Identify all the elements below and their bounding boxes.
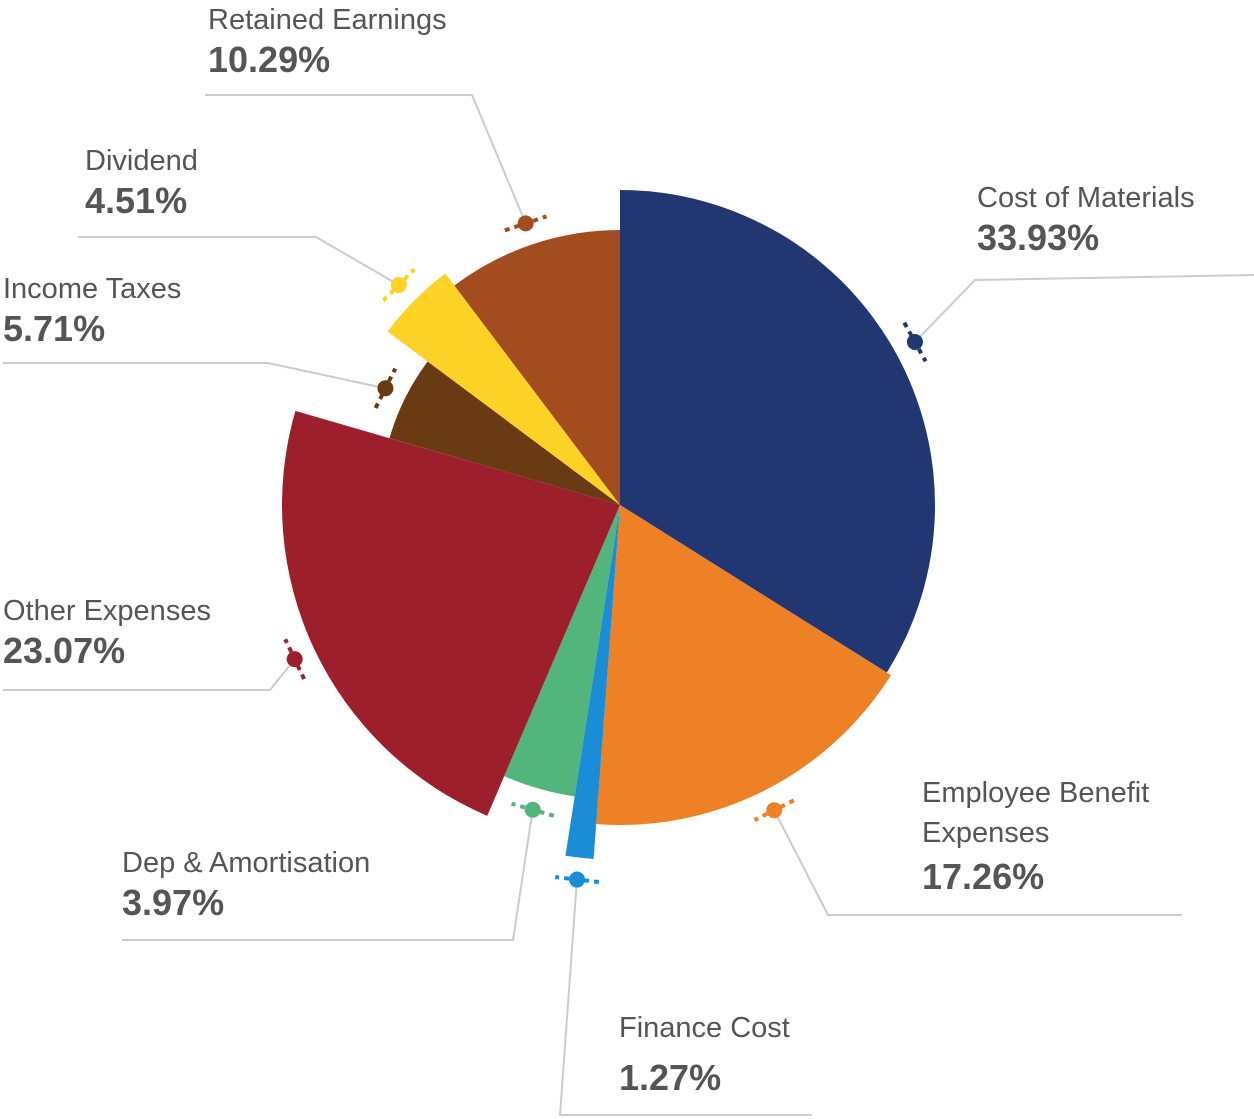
slice-name: Other Expenses xyxy=(3,595,211,627)
slice-label: Dividend 4.51% xyxy=(85,141,355,221)
slice-label: Finance Cost 1.27% xyxy=(619,1008,889,1098)
slice-name: Finance Cost xyxy=(619,1012,790,1044)
pie-slice xyxy=(565,505,620,860)
pie-slice xyxy=(282,410,620,816)
slice-label: Employee Benefit Expenses 17.26% xyxy=(922,773,1192,897)
slice-label: Dep & Amortisation 3.97% xyxy=(122,843,392,923)
slice-label: Retained Earnings 10.29% xyxy=(208,0,478,80)
leader-line xyxy=(558,879,812,1116)
leader-line xyxy=(122,809,534,941)
leader-line xyxy=(3,362,386,390)
leader-dot xyxy=(517,215,534,232)
slice-label: Income Taxes 5.71% xyxy=(3,269,273,349)
leader-line xyxy=(78,236,400,286)
slice-label: Cost of Materials 33.93% xyxy=(977,178,1247,258)
leader-dot xyxy=(568,871,585,888)
pie-slice xyxy=(387,273,620,505)
pie-slice xyxy=(620,190,936,673)
leader-line xyxy=(3,658,296,691)
slice-value: 5.71% xyxy=(3,308,106,349)
slice-value: 3.97% xyxy=(122,882,225,923)
leader-line xyxy=(914,274,1254,343)
slice-label: Other Expenses 23.07% xyxy=(3,591,273,671)
leader-dot xyxy=(766,802,783,819)
pie-slice xyxy=(596,505,891,825)
slice-name: Dep & Amortisation xyxy=(122,847,371,879)
leader-dot xyxy=(286,651,303,668)
slice-value: 33.93% xyxy=(977,217,1100,258)
slice-name: Employee Benefit Expenses xyxy=(922,777,1150,849)
slice-value: 23.07% xyxy=(3,630,126,671)
pie-slice xyxy=(454,230,620,505)
slice-name: Cost of Materials xyxy=(977,182,1195,214)
slice-value: 1.27% xyxy=(619,1057,722,1098)
slice-name: Income Taxes xyxy=(3,273,182,305)
pie-slice xyxy=(504,505,620,797)
slice-value: 4.51% xyxy=(85,180,188,221)
leader-dot xyxy=(377,380,394,397)
slice-name: Dividend xyxy=(85,145,198,177)
leader-dot xyxy=(524,801,541,818)
slice-value: 10.29% xyxy=(208,39,331,80)
leader-line xyxy=(773,809,1182,916)
pie-slice xyxy=(389,361,620,505)
leader-line xyxy=(205,94,527,224)
leader-dot xyxy=(906,333,923,350)
leader-dot xyxy=(390,276,407,293)
slice-name: Retained Earnings xyxy=(208,4,447,36)
slice-value: 17.26% xyxy=(922,856,1045,897)
